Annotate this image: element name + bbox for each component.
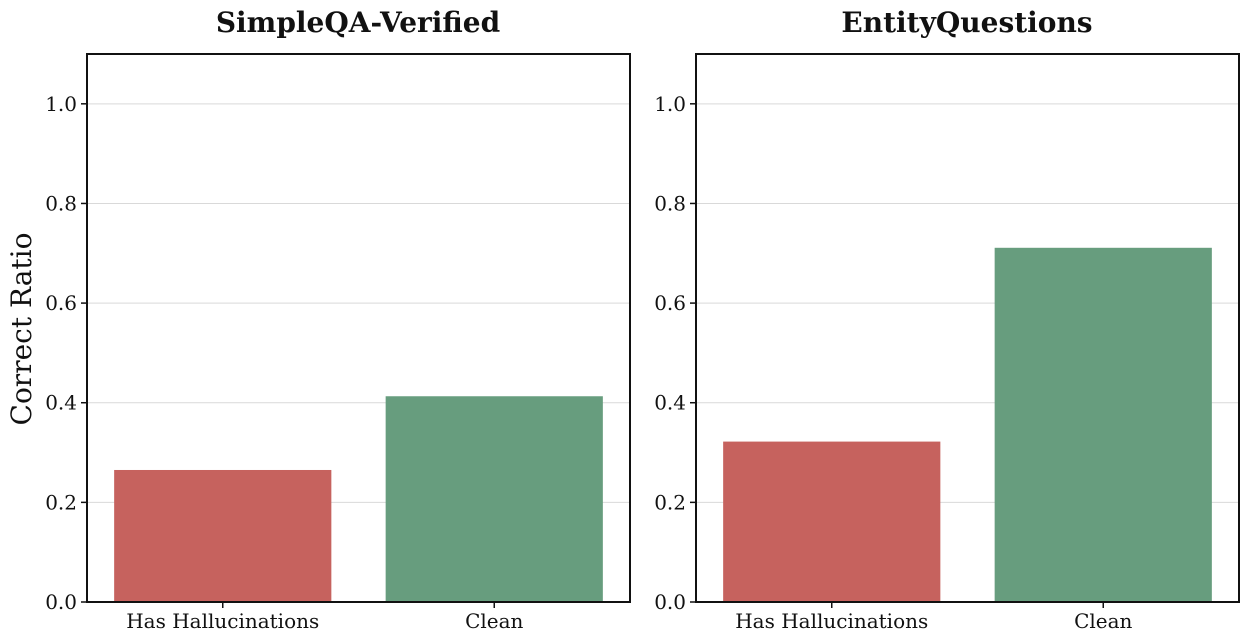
y-ticks: 0.0 0.2 0.4 0.6 0.8 1.0 <box>654 92 696 614</box>
chart-title: SimpleQA-Verified <box>216 6 500 39</box>
x-tick-label: Clean <box>1074 609 1132 633</box>
y-axis-label: Correct Ratio <box>5 233 38 426</box>
y-tick-label: 0.0 <box>654 590 686 614</box>
panel-simpleqa: SimpleQA-Verified Correct Ratio 0.00.20.… <box>5 6 631 633</box>
y-tick-label: 0.2 <box>654 490 686 514</box>
y-tick-label: 0.0 <box>45 590 77 614</box>
bar-has-hallucinations <box>114 469 332 602</box>
y-tick-label: 0.8 <box>654 191 686 215</box>
bar-clean <box>994 247 1212 602</box>
y-tick-label: 1.0 <box>45 92 77 116</box>
bars <box>723 247 1212 602</box>
plot-frame <box>695 53 1240 603</box>
bar-clean <box>385 396 603 602</box>
x-tick-label: Clean <box>465 609 523 633</box>
y-tick-label: 0.4 <box>45 391 77 415</box>
bar-has-hallucinations <box>723 441 941 602</box>
y-tick-label: 1.0 <box>654 92 686 116</box>
x-tick-label: Has Hallucinations <box>735 609 928 633</box>
x-tick-label: Has Hallucinations <box>126 609 319 633</box>
plot-frame <box>86 53 631 603</box>
y-tick-label: 0.6 <box>45 291 77 315</box>
y-tick-label: 0.8 <box>45 191 77 215</box>
y-tick-label: 0.4 <box>654 391 686 415</box>
x-ticks: Has Hallucinations Clean <box>126 602 524 633</box>
y-tick-label: 0.6 <box>654 291 686 315</box>
chart-title: EntityQuestions <box>841 6 1092 39</box>
bars <box>114 396 603 602</box>
x-ticks: Has Hallucinations Clean <box>735 602 1133 633</box>
panel-entityquestions: EntityQuestions 0.0 0.2 0.4 0.6 0.8 1.0 Has H… <box>654 6 1240 633</box>
y-ticks: 0.0 0.2 0.4 0.6 0.8 1.0 <box>45 92 87 614</box>
y-tick-label: 0.2 <box>45 490 77 514</box>
